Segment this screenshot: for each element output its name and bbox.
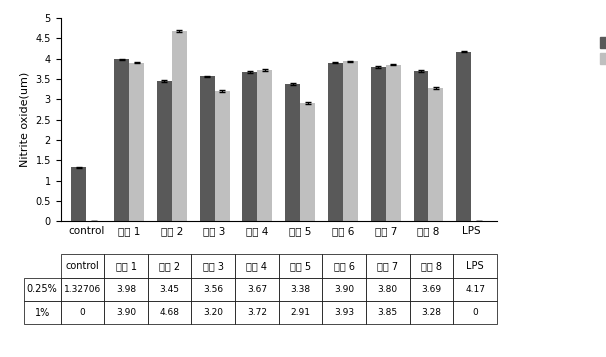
Bar bbox=[385, 65, 401, 221]
Bar bbox=[300, 103, 315, 221]
Legend: 0.25%, 1%: 0.25%, 1% bbox=[595, 33, 606, 69]
Bar bbox=[172, 31, 187, 221]
Bar bbox=[285, 84, 300, 221]
Y-axis label: Nitrite oxide(um): Nitrite oxide(um) bbox=[20, 72, 30, 167]
Bar bbox=[258, 70, 272, 221]
Bar bbox=[129, 62, 144, 221]
Bar bbox=[215, 91, 230, 221]
Bar bbox=[413, 71, 428, 221]
Bar bbox=[157, 81, 172, 221]
Bar bbox=[328, 62, 343, 221]
Bar bbox=[242, 72, 258, 221]
Bar bbox=[114, 59, 129, 221]
Bar bbox=[343, 61, 358, 221]
Bar bbox=[428, 88, 444, 221]
Bar bbox=[72, 167, 86, 221]
Bar bbox=[371, 67, 385, 221]
Bar bbox=[199, 76, 215, 221]
Bar bbox=[456, 52, 471, 221]
